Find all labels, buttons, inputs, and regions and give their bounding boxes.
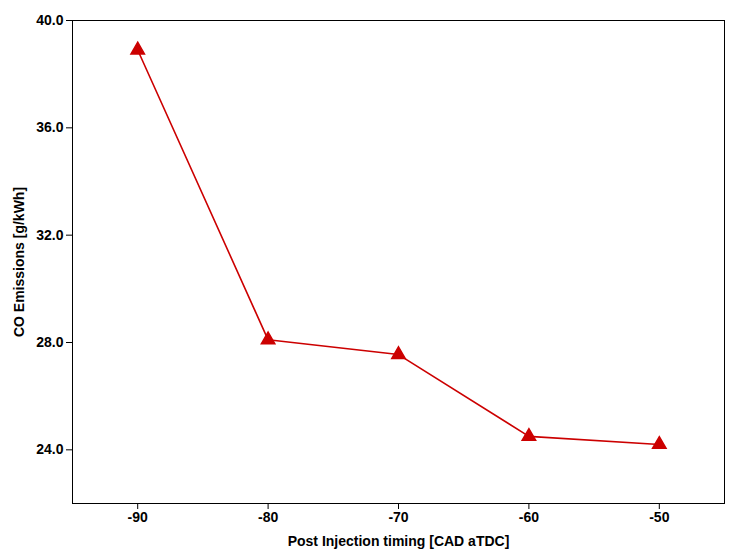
svg-text:32.0: 32.0	[36, 227, 63, 243]
svg-text:-70: -70	[388, 509, 408, 525]
svg-text:-90: -90	[128, 509, 148, 525]
svg-text:28.0: 28.0	[36, 334, 63, 350]
svg-text:CO Emissions [g/kWh]: CO Emissions [g/kWh]	[11, 187, 27, 337]
svg-text:24.0: 24.0	[36, 441, 63, 457]
svg-text:-50: -50	[649, 509, 669, 525]
svg-text:-60: -60	[519, 509, 539, 525]
svg-text:-80: -80	[258, 509, 278, 525]
svg-text:36.0: 36.0	[36, 119, 63, 135]
svg-text:40.0: 40.0	[36, 12, 63, 28]
svg-text:Post Injection timing [CAD aTD: Post Injection timing [CAD aTDC]	[288, 533, 510, 549]
